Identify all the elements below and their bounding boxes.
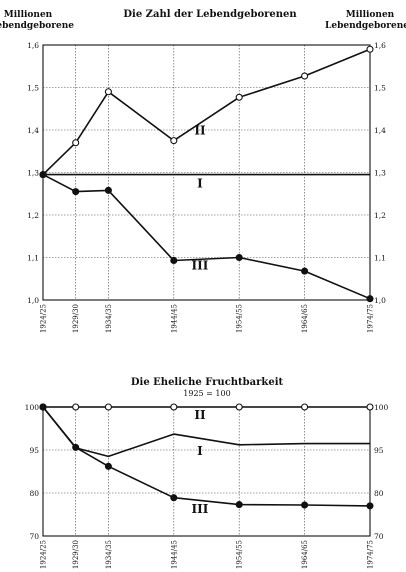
bot-ytick-left: 95 (29, 446, 39, 455)
bot-origin-point (39, 403, 47, 411)
bot-ytick-right: 100 (374, 403, 389, 412)
top-xtick-label: 1929/30 (72, 304, 80, 333)
bot-point-II (235, 403, 243, 411)
bot-series-line-III (42, 406, 371, 507)
bot-point-II (104, 403, 112, 411)
top-point-II (170, 137, 178, 145)
bottom-chart-subtitle: 1925 = 100 (183, 389, 230, 398)
bottom-chart-title: Die Eheliche Fruchtbarkeit (131, 377, 284, 388)
top-ytick-right: 1,4 (374, 126, 386, 135)
bot-xtick-label: 1934/35 (105, 540, 113, 569)
top-point-II (104, 88, 112, 96)
top-ytick-left: 1,2 (27, 211, 39, 220)
top-ytick-left: 1,6 (27, 41, 39, 50)
top-point-III (366, 295, 374, 303)
bot-point-III (366, 502, 374, 510)
bot-xtick-label: 1954/55 (236, 540, 244, 569)
top-ytick-right: 1,5 (374, 84, 386, 93)
top-ytick-right: 1,1 (374, 254, 386, 263)
top-left-unit-line1: Millionen (4, 10, 53, 20)
top-series-label-I: I (197, 176, 203, 190)
top-point-II (366, 45, 374, 53)
bot-xtick-label: 1944/45 (170, 540, 178, 569)
top-point-III (170, 256, 178, 265)
bot-point-II (170, 403, 178, 411)
chart-bottom: Die Eheliche Fruchtbarkeit 1925 = 100 70… (25, 377, 389, 569)
bot-point-III (104, 462, 112, 470)
bot-ytick-left: 80 (29, 489, 39, 498)
bot-point-III (301, 501, 309, 509)
top-series-line-III (42, 173, 371, 300)
top-xtick-label: 1944/45 (170, 304, 178, 333)
top-ytick-left: 1,3 (27, 169, 39, 178)
bot-point-II (366, 403, 374, 411)
bot-point-III (170, 494, 178, 502)
bot-ytick-right: 70 (374, 532, 384, 541)
top-point-III (104, 186, 112, 194)
top-series-line-II (42, 48, 371, 176)
bot-ytick-right: 95 (374, 446, 384, 455)
top-point-III (72, 188, 80, 196)
top-ytick-left: 1,1 (27, 254, 39, 263)
top-xtick-label: 1954/55 (236, 304, 244, 333)
bot-point-III (72, 443, 80, 451)
top-origin-point (39, 171, 47, 179)
bottom-plot-frame (42, 406, 371, 537)
top-chart-title: Die Zahl der Lebendgeborenen (123, 9, 297, 20)
top-xtick-label: 1964/65 (301, 304, 309, 333)
bot-series-label-II: II (194, 408, 206, 422)
top-point-II (235, 93, 243, 101)
top-ytick-right: 1,0 (374, 296, 386, 305)
top-right-unit-line2: Lebendgeborene (325, 21, 406, 31)
top-ytick-right: 1,6 (374, 41, 386, 50)
bot-xtick-label: 1964/65 (301, 540, 309, 569)
top-series-label-II: II (194, 123, 206, 137)
top-left-unit-line2: Lebendgeborene (0, 21, 74, 31)
top-ytick-left: 1,5 (27, 84, 39, 93)
top-ytick-right: 1,2 (374, 211, 386, 220)
top-ytick-right: 1,3 (374, 169, 386, 178)
top-series-label-III: III (192, 258, 209, 272)
top-point-II (301, 72, 309, 80)
top-ytick-left: 1,0 (27, 296, 39, 305)
top-xtick-label: 1934/35 (105, 304, 113, 333)
bot-point-II (72, 403, 80, 411)
chart-top: Die Zahl der Lebendgeborenen Millionen L… (0, 9, 406, 333)
bot-series-label-I: I (197, 444, 203, 458)
top-xtick-label: 1974/75 (367, 304, 375, 333)
top-point-III (301, 267, 309, 275)
top-point-III (235, 253, 243, 262)
bot-ytick-left: 100 (25, 403, 40, 412)
bot-series-label-III: III (192, 502, 209, 516)
bot-ytick-right: 80 (374, 489, 384, 498)
bot-point-II (301, 403, 309, 411)
top-ytick-left: 1,4 (27, 126, 39, 135)
bot-xtick-label: 1924/25 (40, 540, 48, 569)
top-point-II (72, 139, 80, 147)
bot-ytick-left: 70 (29, 532, 39, 541)
bot-xtick-label: 1929/30 (72, 540, 80, 569)
bot-series-line-I (42, 406, 370, 458)
bot-point-III (235, 501, 243, 509)
top-xtick-label: 1924/25 (40, 304, 48, 333)
top-right-unit-line1: Millionen (346, 10, 395, 20)
bot-xtick-label: 1974/75 (367, 540, 375, 569)
